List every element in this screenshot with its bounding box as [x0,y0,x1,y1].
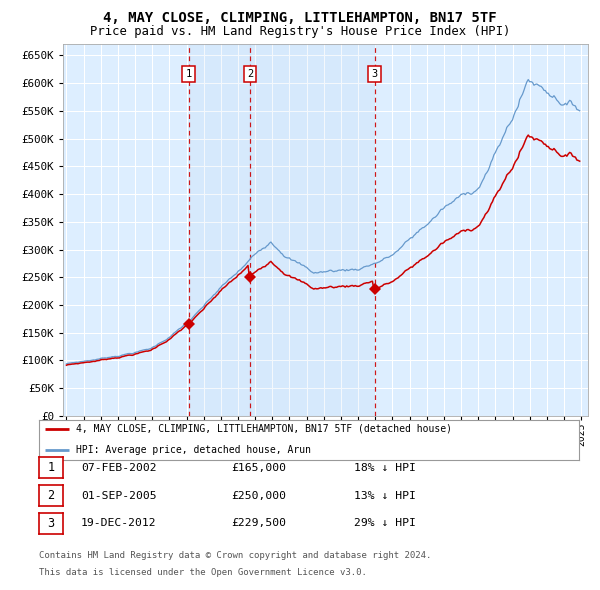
Text: 13% ↓ HPI: 13% ↓ HPI [354,491,416,500]
Text: 01-SEP-2005: 01-SEP-2005 [81,491,157,500]
Text: 3: 3 [371,69,377,79]
Text: 29% ↓ HPI: 29% ↓ HPI [354,519,416,528]
Text: 1: 1 [185,69,192,79]
Text: Contains HM Land Registry data © Crown copyright and database right 2024.: Contains HM Land Registry data © Crown c… [39,552,431,560]
Text: £229,500: £229,500 [231,519,286,528]
Text: 4, MAY CLOSE, CLIMPING, LITTLEHAMPTON, BN17 5TF (detached house): 4, MAY CLOSE, CLIMPING, LITTLEHAMPTON, B… [76,424,452,434]
Text: This data is licensed under the Open Government Licence v3.0.: This data is licensed under the Open Gov… [39,568,367,577]
Text: 2: 2 [47,489,55,502]
Text: Price paid vs. HM Land Registry's House Price Index (HPI): Price paid vs. HM Land Registry's House … [90,25,510,38]
Text: £250,000: £250,000 [231,491,286,500]
Bar [188,44,250,416]
Text: 2: 2 [247,69,253,79]
Text: 19-DEC-2012: 19-DEC-2012 [81,519,157,528]
Text: 1: 1 [47,461,55,474]
Text: 4, MAY CLOSE, CLIMPING, LITTLEHAMPTON, BN17 5TF: 4, MAY CLOSE, CLIMPING, LITTLEHAMPTON, B… [103,11,497,25]
Text: HPI: Average price, detached house, Arun: HPI: Average price, detached house, Arun [76,445,311,455]
Text: 07-FEB-2002: 07-FEB-2002 [81,463,157,473]
Text: 18% ↓ HPI: 18% ↓ HPI [354,463,416,473]
Text: 3: 3 [47,517,55,530]
Text: £165,000: £165,000 [231,463,286,473]
Bar [250,44,374,416]
